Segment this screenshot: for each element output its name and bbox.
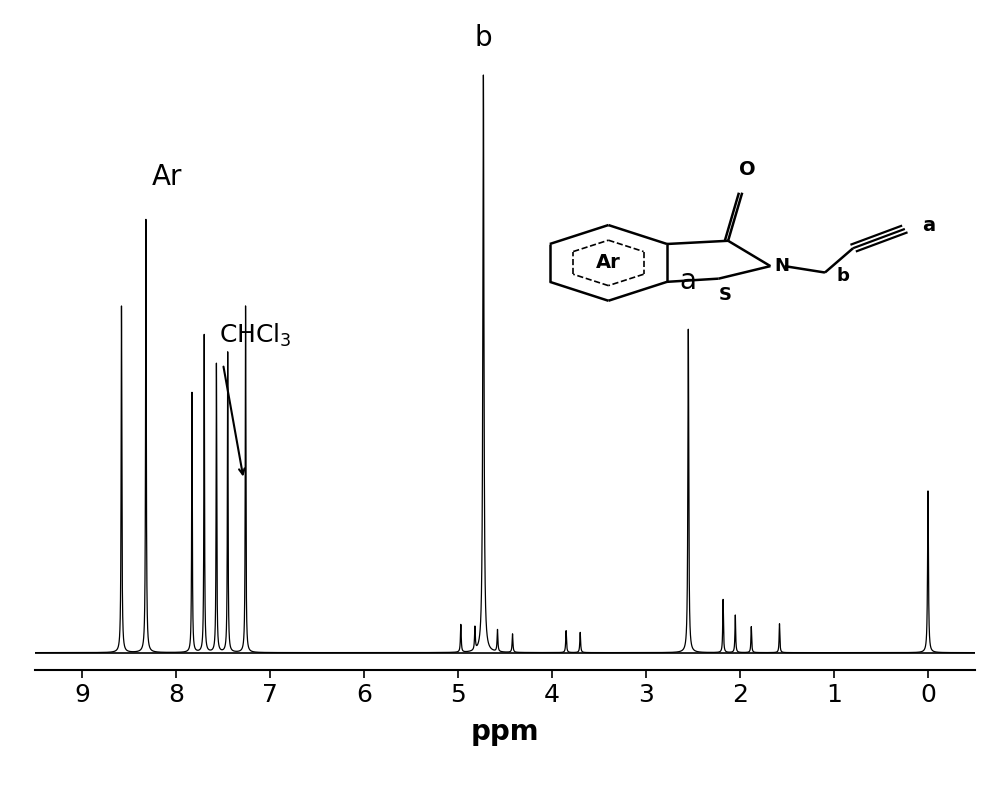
- Text: S: S: [719, 285, 732, 304]
- Text: b: b: [475, 24, 492, 52]
- Text: O: O: [739, 159, 755, 178]
- Text: CHCl$_3$: CHCl$_3$: [219, 321, 292, 349]
- Text: Ar: Ar: [151, 163, 182, 190]
- Text: Ar: Ar: [596, 254, 621, 273]
- Text: a: a: [680, 266, 697, 294]
- Text: a: a: [922, 216, 935, 236]
- Text: b: b: [836, 266, 849, 285]
- X-axis label: ppm: ppm: [471, 718, 539, 746]
- Text: N: N: [774, 257, 789, 275]
